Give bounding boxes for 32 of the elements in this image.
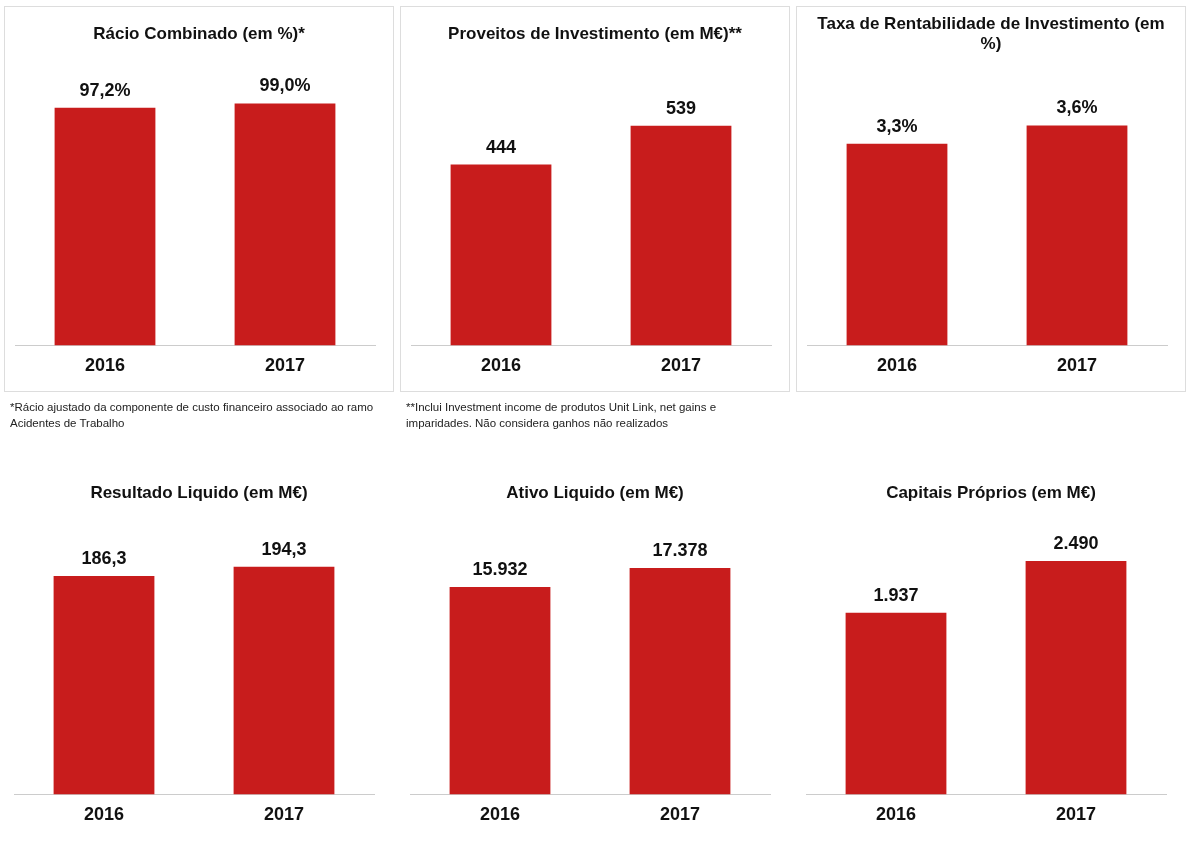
chart-title: Rácio Combinado (em %)*: [92, 23, 306, 45]
x-tick-label: 2017: [660, 355, 702, 376]
data-label: 97,2%: [79, 79, 131, 100]
chart-title: Taxa de Rentabilidade de Investimento (em %): [816, 13, 1166, 55]
data-label: 1.937: [873, 584, 919, 605]
x-tick-label: 2016: [479, 804, 521, 825]
text: *Rácio ajustado da componente de custo financeiro associado ao ramo Acidentes de Trabalho: [10, 400, 375, 431]
data-label: 3,6%: [1056, 97, 1098, 118]
x-tick-label: 2017: [263, 804, 305, 825]
data-label: 17.378: [652, 540, 708, 561]
text: **Inclui Investment income de produtos Unit Link, net gains e imparidades. Não considera ganhos não realizados: [406, 400, 718, 431]
data-label: 3,3%: [876, 115, 918, 136]
data-label: 194,3: [261, 538, 307, 559]
data-label: 99,0%: [259, 75, 311, 96]
data-label: 15.932: [472, 558, 528, 579]
x-tick-label: 2016: [84, 355, 126, 376]
chart-title: Resultado Liquido (em M€): [89, 482, 309, 504]
chart-title: Ativo Liquido (em M€): [505, 482, 685, 504]
data-label: 444: [485, 136, 517, 157]
x-tick-label: 2016: [480, 355, 522, 376]
chart-title: Capitais Próprios (em M€): [885, 482, 1097, 504]
x-tick-label: 2016: [876, 355, 918, 376]
x-tick-label: 2017: [264, 355, 306, 376]
x-tick-label: 2017: [1055, 804, 1097, 825]
x-tick-label: 2017: [1056, 355, 1098, 376]
x-tick-label: 2016: [83, 804, 125, 825]
chart-title: Proveitos de Investimento (em M€)**: [447, 23, 743, 45]
x-tick-label: 2016: [875, 804, 917, 825]
data-label: 539: [665, 97, 697, 118]
data-label: 186,3: [81, 548, 127, 569]
data-label: 2.490: [1053, 532, 1099, 553]
x-tick-label: 2017: [659, 804, 701, 825]
